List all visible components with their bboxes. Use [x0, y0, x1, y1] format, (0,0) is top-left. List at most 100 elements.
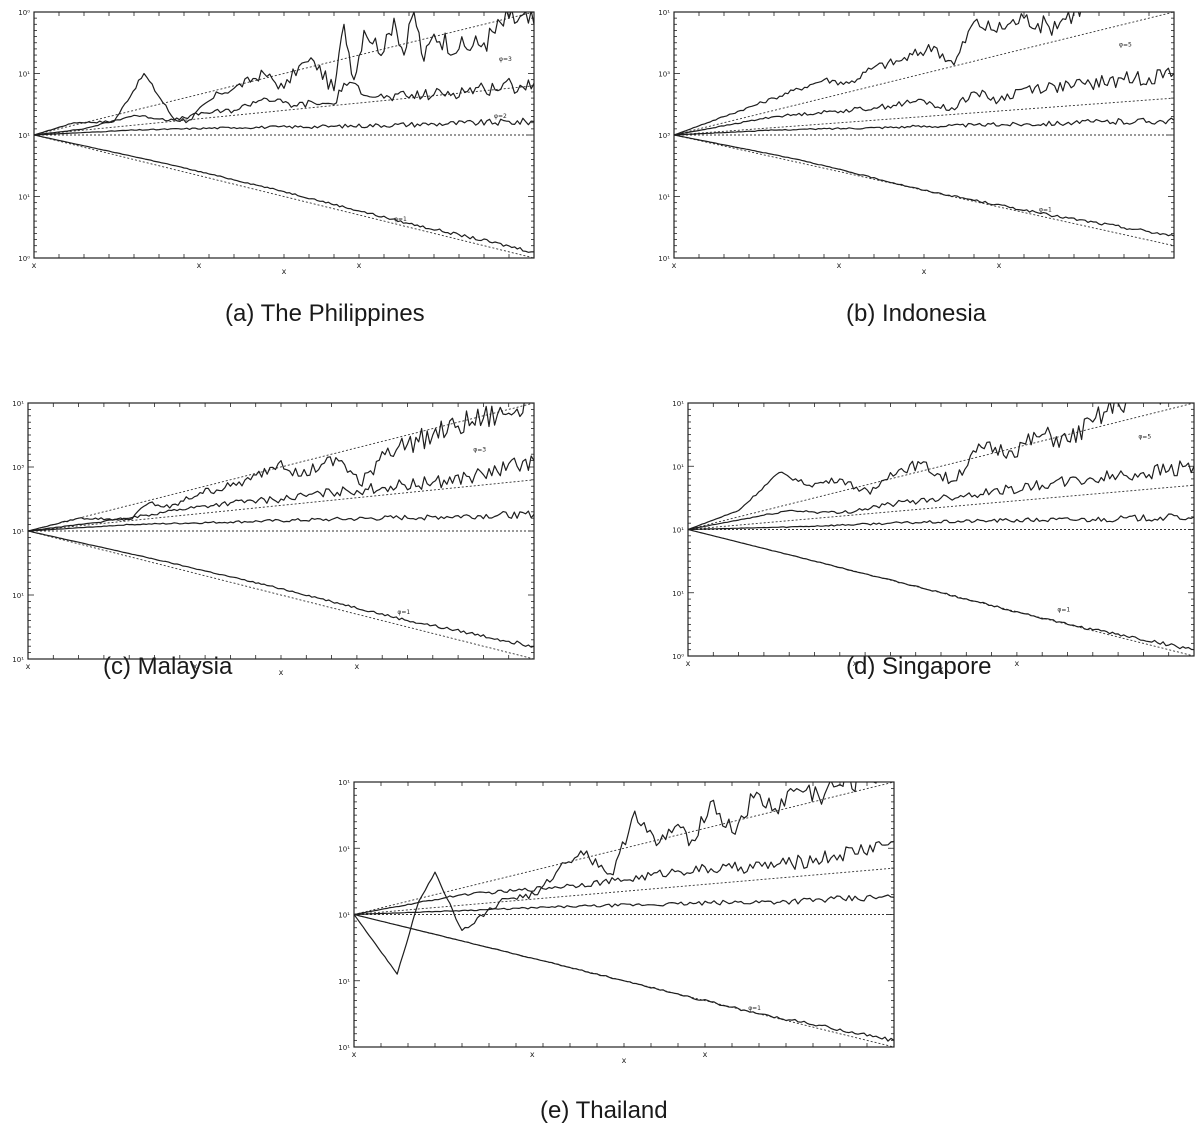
x-tick-label: x — [352, 1050, 357, 1059]
reference-line — [353, 781, 895, 915]
chart-caption: (e) Thailand — [540, 1097, 668, 1124]
x-tick-label: x — [1015, 659, 1020, 668]
series-line — [354, 913, 894, 1042]
series-annotation: φ=1 — [748, 1005, 761, 1012]
series-group — [28, 403, 534, 648]
x-tick-label: x — [686, 659, 691, 668]
reference-line — [33, 11, 535, 136]
series-group — [34, 12, 534, 253]
x-tick-label: x — [357, 261, 362, 270]
y-tick-label: 10¹ — [658, 255, 670, 263]
y-tick-label: 10¹ — [672, 463, 684, 471]
y-tick-label: 10¹ — [12, 656, 24, 664]
series-line — [34, 12, 534, 136]
y-tick-label: 10⁰ — [672, 653, 684, 661]
x-tick-label: x — [672, 261, 677, 270]
series-line — [28, 455, 534, 532]
chart-caption: (a) The Philippines — [225, 300, 425, 327]
reference-line — [687, 484, 1195, 530]
x-tick-label: x — [530, 1050, 535, 1059]
y-tick-label: 10¹ — [658, 9, 670, 17]
reference-line — [27, 402, 535, 532]
series-line — [28, 510, 534, 532]
series-annotation: φ=2 — [494, 113, 507, 120]
series-line — [688, 460, 1194, 531]
series-line — [674, 12, 1082, 136]
reference-line — [27, 530, 535, 660]
y-tick-label: 10¹ — [338, 978, 350, 986]
series-line — [674, 117, 1174, 136]
series-annotation: φ=3 — [499, 56, 512, 63]
x-tick-label: x — [997, 261, 1002, 270]
x-tick-label: x — [922, 267, 927, 276]
reference-line — [27, 479, 535, 532]
series-group — [354, 782, 894, 1042]
y-tick-label: 10¹ — [672, 590, 684, 598]
series-group — [674, 12, 1174, 237]
x-tick-label: x — [279, 668, 284, 677]
chart-caption: (d) Singapore — [846, 653, 992, 680]
x-tick-label: x — [193, 662, 198, 671]
y-tick-label: 10¹ — [338, 1044, 350, 1052]
x-tick-label: x — [703, 1050, 708, 1059]
y-tick-label: 10¹ — [12, 528, 24, 536]
y-tick-label: 10¹ — [338, 912, 350, 920]
x-tick-label: x — [282, 267, 287, 276]
y-tick-label: 10⁰ — [18, 9, 30, 17]
reference-line — [673, 11, 1175, 136]
y-tick-label: 10¹ — [672, 527, 684, 535]
y-tick-label: 10¹ — [12, 400, 24, 408]
y-tick-label: 10¹ — [18, 132, 30, 140]
series-line — [28, 530, 534, 648]
series-line — [34, 77, 534, 136]
series-line — [674, 67, 1174, 136]
series-line — [354, 782, 877, 975]
y-tick-label: 10¹ — [338, 845, 350, 853]
x-tick-label: x — [26, 662, 31, 671]
y-tick-label: 10¹ — [18, 194, 30, 202]
y-tick-label: 10¹ — [12, 592, 24, 600]
series-line — [688, 528, 1194, 651]
reference-line — [687, 402, 1195, 530]
y-tick-label: 10¹ — [18, 71, 30, 79]
series-line — [354, 841, 894, 916]
series-annotation: φ=5 — [1138, 433, 1151, 440]
reference-line — [353, 867, 895, 915]
series-annotation: φ=5 — [1119, 41, 1132, 48]
x-tick-label: x — [853, 659, 858, 668]
series-line — [674, 134, 1174, 237]
series-annotation: φ=3 — [473, 447, 486, 454]
series-line — [34, 117, 534, 136]
reference-line — [33, 134, 535, 259]
x-tick-label: x — [837, 261, 842, 270]
chart-caption: (c) Malaysia — [103, 653, 233, 680]
series-annotation: φ=1 — [1039, 206, 1052, 213]
x-tick-label: x — [939, 665, 944, 674]
y-tick-label: 10³ — [12, 464, 24, 472]
y-tick-label: 10¹ — [338, 779, 350, 787]
series-annotation: φ=1 — [397, 609, 410, 616]
x-tick-label: x — [32, 261, 37, 270]
y-tick-label: 10³ — [658, 71, 670, 79]
y-tick-label: 10¹ — [672, 400, 684, 408]
series-line — [354, 894, 894, 916]
y-tick-label: 10¹ — [658, 194, 670, 202]
series-line — [34, 134, 534, 253]
series-group — [688, 403, 1194, 651]
series-line — [688, 403, 1162, 531]
y-tick-label: 10³ — [658, 132, 670, 140]
x-tick-label: x — [622, 1056, 627, 1065]
x-tick-label: x — [197, 261, 202, 270]
y-tick-label: 10⁰ — [18, 255, 30, 263]
series-annotation: φ=1 — [394, 216, 407, 223]
chart-caption: (b) Indonesia — [846, 300, 987, 327]
x-tick-label: x — [355, 662, 360, 671]
reference-line — [673, 97, 1175, 136]
series-annotation: φ=1 — [1057, 607, 1070, 614]
series-line — [688, 513, 1194, 531]
